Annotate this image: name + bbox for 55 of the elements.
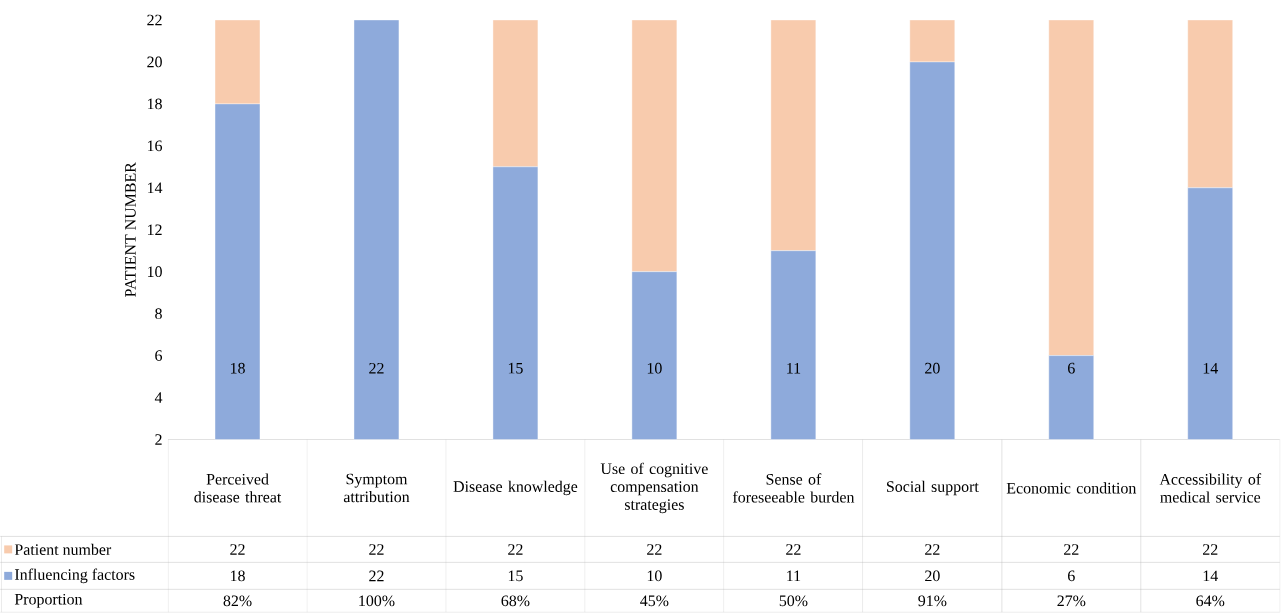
text: 14 [1203,363,1218,374]
y-tick-label: 12 [148,224,162,236]
data-label: 20 [925,570,940,582]
x-tick-label: Accessibility of medical service [1159,473,1262,503]
text: 68% [501,595,530,607]
y-tick-label: 16 [148,140,163,152]
data-label: 11 [787,570,801,582]
text: 22 [647,544,662,555]
text: 64% [1196,595,1225,607]
data-label: 22 [369,570,384,582]
x-tick-label: Economic condition [1006,482,1137,494]
x-tick-label: Perceived disease threat [194,473,282,503]
y-tick-label: 14 [148,182,163,194]
x-tick-label: Use of cognitive compensation strategies [600,462,708,514]
text: 22 [925,544,940,555]
x-tick-label: Disease knowledge [453,480,578,496]
text: 15 [508,363,523,374]
text: 18 [230,363,245,374]
text: 82% [223,595,252,607]
y-tick-label: 6 [155,350,163,362]
y-tick-label: 2 [155,434,162,446]
y-axis-title: PATIENT NUMBER [125,162,136,298]
text: 10 [647,363,662,374]
text: 22 [230,544,245,555]
text: 45% [640,595,669,607]
text: 100% [359,595,395,607]
x-tick-label: Social support [887,480,979,496]
y-tick-label: 4 [154,392,163,404]
text: 20 [925,363,940,374]
y-tick-label: 10 [148,266,162,278]
text: 22 [1203,544,1218,555]
x-tick-label: Sense of foreseeable burden [732,473,855,503]
data-label: 15 [508,570,523,582]
legend-label: Patient number [14,544,112,556]
text: 91% [918,595,947,607]
text: 50% [779,595,808,607]
text: 22 [786,544,801,555]
y-tick-label: 18 [148,98,162,110]
y-tick-label: 22 [147,14,162,26]
data-label: 10 [647,570,662,582]
text: 22 [369,363,384,374]
text: 6 [1068,363,1075,374]
data-label: 18 [230,570,245,582]
y-tick-label: 8 [155,308,162,320]
text: Proportion [14,594,83,609]
legend-label: Influencing factors [14,568,135,584]
text: 27% [1057,595,1086,607]
text: 22 [369,544,384,555]
data-label: 14 [1203,570,1218,582]
x-tick-label: Symptom attribution [343,473,410,503]
text: 22 [1064,544,1079,555]
data-label: 6 [1068,570,1075,582]
text: 22 [508,544,523,555]
y-tick-label: 20 [147,56,162,68]
text: 11 [787,363,801,374]
